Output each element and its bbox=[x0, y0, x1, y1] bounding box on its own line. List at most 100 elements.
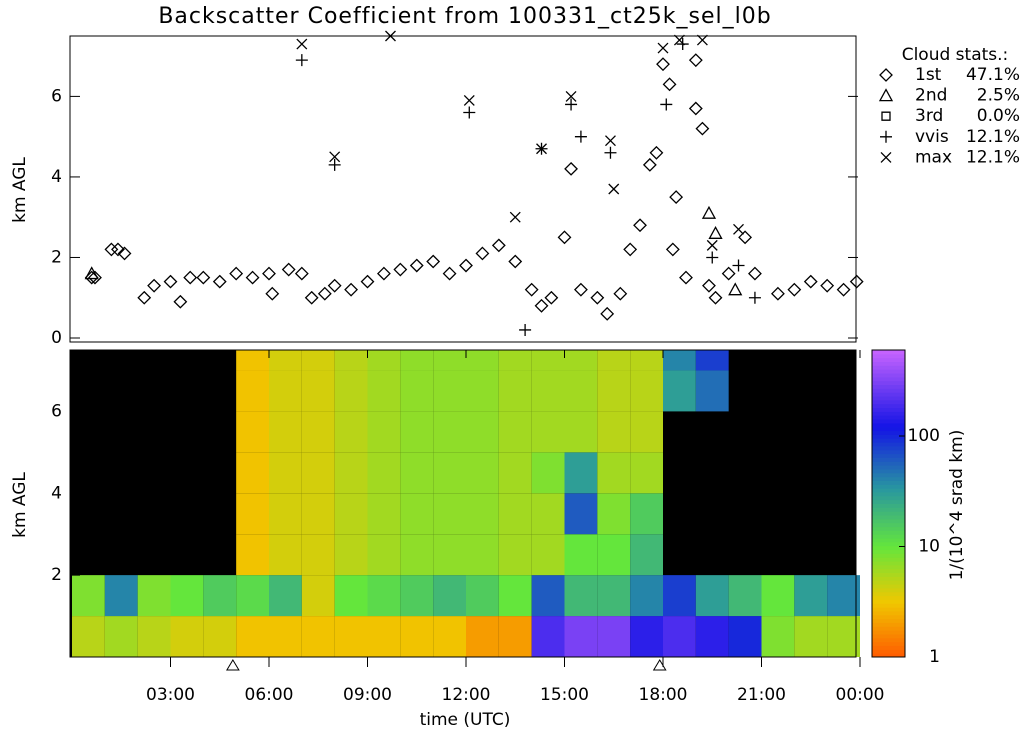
cross-marker bbox=[696, 34, 708, 46]
plot-frame bbox=[69, 349, 857, 658]
diamond-marker bbox=[524, 282, 539, 297]
heat-cell bbox=[663, 575, 696, 617]
diamond-marker bbox=[600, 306, 615, 321]
heat-cell bbox=[433, 350, 466, 371]
colorbar-segment bbox=[872, 369, 905, 374]
diamond-marker bbox=[564, 161, 578, 176]
diamond-marker bbox=[409, 258, 424, 273]
heat-cell bbox=[498, 370, 532, 412]
diamond-marker bbox=[721, 266, 736, 281]
colorbar-segment bbox=[872, 365, 905, 370]
heat-cell bbox=[531, 493, 565, 535]
colorbar-segment bbox=[872, 461, 905, 466]
plot-frame bbox=[69, 35, 857, 343]
heat-cell bbox=[269, 493, 302, 535]
colorbar-segment bbox=[872, 353, 905, 359]
diamond-marker bbox=[104, 242, 119, 257]
diamond-marker bbox=[327, 278, 342, 293]
heat-cell bbox=[400, 411, 434, 453]
colorbar-segment bbox=[872, 357, 905, 363]
diamond-marker bbox=[508, 254, 523, 269]
legend-label: 3rd bbox=[915, 106, 943, 126]
colorbar-frame bbox=[871, 349, 906, 658]
colorbar-segment bbox=[872, 630, 905, 635]
diamond-marker bbox=[649, 145, 664, 160]
heat-cell bbox=[531, 616, 565, 657]
heat-cell bbox=[597, 411, 631, 453]
heat-cell bbox=[466, 534, 499, 576]
colorbar-segment bbox=[872, 564, 905, 570]
colorbar-segment bbox=[872, 614, 905, 620]
heat-cell bbox=[367, 575, 401, 617]
colorbar-segment bbox=[872, 526, 905, 531]
heat-cell bbox=[597, 534, 631, 576]
heat-cell bbox=[400, 493, 434, 535]
heat-cell bbox=[236, 370, 269, 412]
triangle-marker bbox=[728, 282, 743, 296]
heat-cell bbox=[761, 575, 795, 617]
heat-cell bbox=[236, 350, 269, 371]
diamond-marker bbox=[265, 286, 280, 301]
heat-cell bbox=[531, 370, 565, 412]
heat-cell bbox=[269, 616, 302, 657]
colorbar-segment bbox=[872, 445, 905, 451]
diamond-marker bbox=[787, 282, 802, 297]
diamond-marker bbox=[88, 270, 102, 285]
colorbar-segment bbox=[872, 407, 905, 412]
heat-cell bbox=[433, 534, 466, 576]
heat-cell bbox=[564, 616, 598, 657]
heat-cell bbox=[236, 534, 269, 576]
heat-cell bbox=[466, 616, 499, 657]
heat-cell bbox=[301, 370, 335, 412]
diamond-marker bbox=[196, 270, 211, 285]
heat-cell bbox=[531, 411, 565, 453]
colorbar-segment bbox=[872, 422, 905, 428]
heat-cell bbox=[597, 575, 631, 617]
heat-cell bbox=[137, 616, 171, 657]
cross-marker bbox=[329, 151, 341, 163]
heat-cell bbox=[794, 575, 828, 617]
heat-cell bbox=[334, 493, 368, 535]
diamond-marker bbox=[281, 262, 296, 277]
heat-cell bbox=[433, 575, 466, 617]
colorbar-segment bbox=[872, 618, 905, 623]
colorbar-segment bbox=[872, 580, 905, 585]
diamond-marker bbox=[304, 290, 319, 305]
heat-cell bbox=[531, 452, 565, 494]
legend-value: 0.0% bbox=[977, 106, 1020, 126]
legend-label: 1st bbox=[915, 65, 942, 85]
cross-marker bbox=[706, 239, 718, 251]
heat-cell bbox=[236, 616, 269, 657]
diamond-marker bbox=[442, 266, 457, 281]
heat-cell bbox=[498, 534, 532, 576]
colorbar-segment bbox=[872, 380, 905, 386]
colorbar-segment bbox=[872, 434, 905, 439]
colorbar-segment bbox=[872, 649, 905, 654]
heat-cell bbox=[170, 575, 204, 617]
plus-marker bbox=[660, 98, 673, 111]
diamond-marker bbox=[820, 278, 835, 293]
colorbar-segment bbox=[872, 457, 905, 462]
colorbar-segment bbox=[872, 553, 905, 558]
colorbar-segment bbox=[872, 599, 905, 604]
colorbar-segment bbox=[872, 507, 905, 512]
cross-marker bbox=[673, 34, 685, 46]
heat-cell bbox=[466, 452, 499, 494]
heat-cell bbox=[630, 493, 663, 535]
heat-cell bbox=[498, 493, 532, 535]
heat-cell bbox=[334, 575, 368, 617]
colorbar-segment bbox=[872, 541, 905, 547]
plus-marker bbox=[748, 291, 761, 304]
heat-cell bbox=[597, 452, 631, 494]
event-marker bbox=[225, 659, 240, 671]
heat-cell bbox=[400, 616, 434, 657]
colorbar-segment bbox=[872, 442, 905, 447]
colorbar-segment bbox=[872, 472, 905, 478]
heat-cell bbox=[630, 411, 663, 453]
colorbar-segment bbox=[872, 626, 905, 631]
x-tick-label: 03:00 bbox=[146, 685, 195, 705]
colorbar-segment bbox=[872, 603, 905, 608]
heat-cell bbox=[400, 452, 434, 494]
diamond-marker bbox=[173, 294, 188, 309]
heat-cell bbox=[334, 350, 368, 371]
